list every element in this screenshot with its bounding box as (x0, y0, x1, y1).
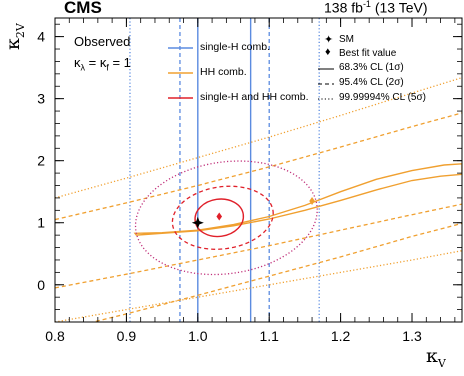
x-tick-label: 0.9 (117, 328, 137, 344)
series-hh-5sigma-lower (55, 250, 462, 322)
legend-item-combined: single-H and HH comb. (200, 91, 309, 103)
x-tick-label: 1.0 (188, 328, 208, 344)
x-tick-label: 1.3 (402, 328, 422, 344)
x-tick-label: 0.8 (45, 328, 65, 344)
legend-bestfit-symbol: ♦ (325, 46, 331, 58)
legend-sm-symbol: ✦ (324, 34, 334, 46)
y-axis-title: κ2V (2, 23, 27, 50)
series-combined-2sigma-contour (171, 185, 274, 250)
x-tick-label: 1.1 (259, 328, 279, 344)
series-combined-5sigma-contour (134, 160, 318, 276)
axis-layer: 0.8 0.9 1.0 1.1 1.2 1.3 0 1 2 3 4 (37, 17, 463, 344)
series-hh-2sigma-lower (90, 222, 462, 322)
energy-label: (13 TeV) (374, 0, 428, 16)
y-tick-label: 1 (37, 215, 45, 231)
x-axis-title: κV (426, 345, 446, 370)
y-tick-label: 0 (37, 277, 45, 293)
legend-item-best-fit: Best fit value (339, 48, 397, 59)
best-fit-marker-1 (216, 212, 223, 221)
sm-marker (191, 216, 204, 229)
series-hh-2sigma-upper (55, 112, 462, 221)
legend-item-hh: HH comb. (200, 66, 247, 78)
legend-item-1sigma: 68.3% CL (1σ) (339, 62, 404, 73)
x-tick-label: 1.2 (331, 328, 351, 344)
lumi-value: 138 fb (324, 0, 363, 16)
series-hh-1sigma-contour (133, 163, 462, 236)
legend-item-5sigma: 99.99994% CL (5σ) (339, 92, 426, 103)
legend-item-2sigma: 95.4% CL (2σ) (339, 77, 404, 88)
luminosity-label: 138 fb-1 (13 TeV) (324, 0, 428, 16)
best-fit-marker-2 (309, 197, 315, 206)
series-hh-2sigma-middle (55, 203, 462, 289)
lumi-exponent: -1 (362, 0, 371, 9)
experiment-label: CMS (64, 0, 102, 17)
observed-label: Observed (74, 34, 131, 49)
legend-item-single-h: single-H comb. (200, 41, 271, 53)
y-tick-label: 4 (37, 29, 45, 45)
series-combined-1sigma-contour (194, 198, 245, 238)
plot-frame (54, 17, 463, 323)
legend-item-sm: SM (339, 34, 354, 45)
y-tick-label: 2 (37, 153, 45, 169)
y-tick-label: 3 (37, 91, 45, 107)
condition-label: κλ = κf = 1 (74, 55, 131, 73)
